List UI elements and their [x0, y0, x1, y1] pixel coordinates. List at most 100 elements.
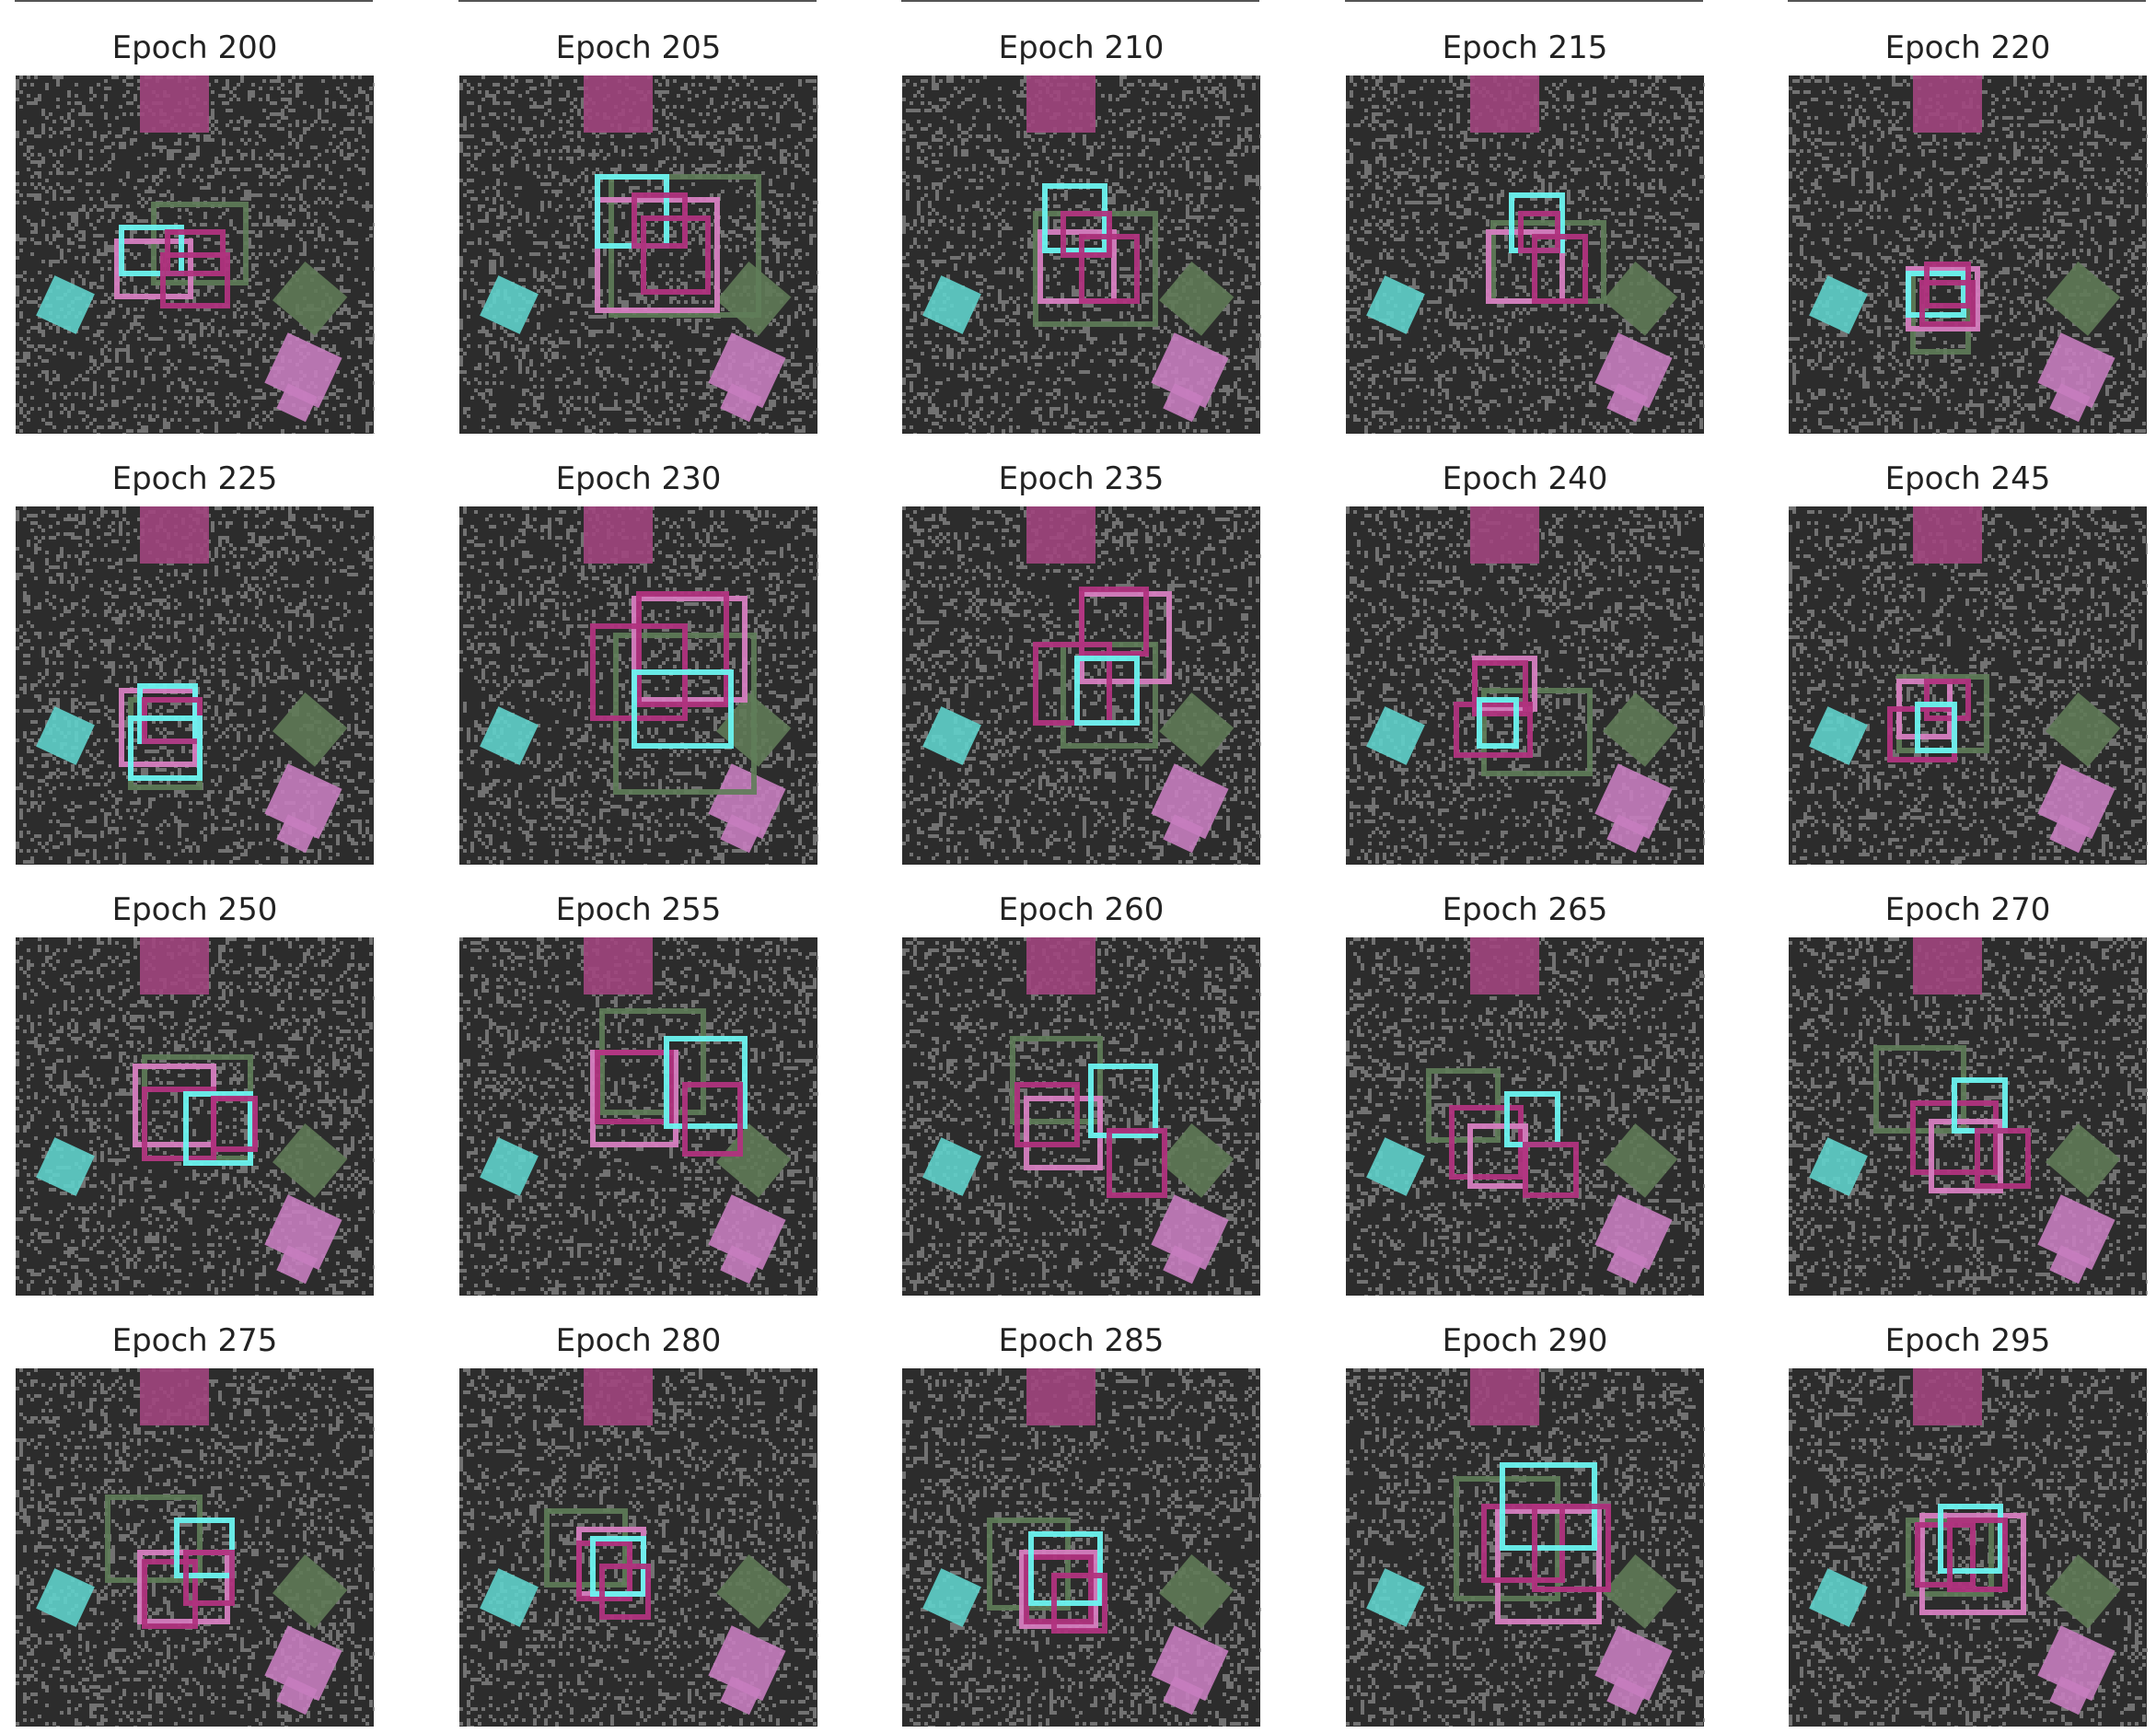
epoch-panel: Epoch 280: [458, 1320, 818, 1727]
magenta-square-object: [1913, 1368, 1982, 1425]
pink-diamond-object: [264, 332, 342, 409]
panel-image: [459, 1368, 818, 1727]
panel-title: Epoch 220: [1884, 29, 2051, 66]
epoch-panel: Epoch 285: [901, 1320, 1261, 1727]
bounding-box-magenta: [1107, 1128, 1167, 1198]
pink-diamond-object: [2037, 1625, 2115, 1702]
panel-image: [459, 506, 818, 865]
epoch-panel: Epoch 255: [458, 890, 818, 1296]
cyan-diamond-object: [36, 1137, 95, 1196]
green-diamond-object: [1603, 692, 1678, 767]
bounding-box-cyan: [1938, 1504, 2003, 1574]
green-diamond-object: [1603, 1123, 1678, 1198]
epoch-panel: Epoch 275: [15, 1320, 375, 1727]
pink-small-object: [276, 383, 318, 423]
bounding-box-magenta: [1079, 587, 1149, 657]
panel-image: [1346, 76, 1705, 434]
bounding-box-magenta: [1518, 211, 1560, 253]
green-diamond-object: [2046, 1554, 2121, 1629]
epoch-panel: Epoch 235: [901, 459, 1261, 865]
pink-small-object: [276, 814, 318, 854]
bounding-box-magenta: [1915, 1522, 1976, 1588]
pink-small-object: [1163, 383, 1204, 423]
bounding-box-magenta: [1472, 660, 1528, 716]
green-diamond-object: [1159, 1554, 1234, 1629]
pink-small-object: [720, 383, 761, 423]
magenta-square-object: [140, 506, 209, 564]
bounding-box-green: [1454, 1476, 1560, 1601]
previous-row-edge: [1788, 0, 2146, 2]
green-diamond-object: [716, 1554, 792, 1629]
green-diamond-object: [272, 1554, 348, 1629]
cyan-diamond-object: [1809, 1137, 1868, 1196]
pink-diamond-object: [1151, 1625, 1229, 1702]
bounding-box-cyan: [632, 669, 734, 749]
cyan-diamond-object: [1366, 275, 1425, 334]
pink-diamond-object: [2037, 1194, 2115, 1271]
panel-title: Epoch 280: [555, 1322, 722, 1359]
noise-texture: [1346, 76, 1705, 434]
bounding-box-cyan: [1915, 702, 1957, 753]
panel-image: [1789, 76, 2148, 434]
noise-texture: [902, 1368, 1261, 1727]
magenta-square-object: [1470, 76, 1539, 133]
bounding-box-magenta: [160, 252, 230, 308]
pink-small-object: [720, 814, 761, 854]
panel-title: Epoch 205: [555, 29, 722, 66]
bounding-box-cyan: [183, 1091, 253, 1166]
noise-texture: [1346, 506, 1705, 865]
cyan-diamond-object: [922, 1137, 981, 1196]
bounding-box-magenta: [1532, 234, 1588, 304]
green-diamond-object: [1159, 1123, 1234, 1198]
bounding-box-cyan: [1906, 271, 1966, 318]
bounding-box-cyan: [174, 1518, 235, 1578]
magenta-square-object: [1470, 506, 1539, 564]
panel-image: [902, 76, 1261, 434]
panel-title: Epoch 250: [111, 891, 278, 928]
bounding-box-magenta: [1014, 1082, 1080, 1147]
noise-texture: [1346, 1368, 1705, 1727]
pink-small-object: [1163, 1245, 1204, 1285]
bounding-box-pink: [595, 197, 720, 313]
pink-small-object: [1606, 1245, 1648, 1285]
cyan-diamond-object: [480, 275, 539, 334]
bounding-box-magenta: [1033, 642, 1112, 726]
green-diamond-object: [1159, 262, 1234, 336]
panel-image: [902, 1368, 1261, 1727]
panel-image: [16, 506, 375, 865]
bounding-box-pink: [1929, 1119, 2003, 1193]
panel-image: [902, 937, 1261, 1296]
bounding-box-cyan: [1477, 697, 1519, 749]
bounding-box-cyan: [664, 1036, 748, 1129]
bounding-box-magenta: [211, 1096, 258, 1152]
noise-texture: [16, 937, 375, 1296]
magenta-square-object: [1026, 506, 1095, 564]
panel-image: [459, 76, 818, 434]
pink-small-object: [276, 1245, 318, 1285]
magenta-square-object: [140, 1368, 209, 1425]
panel-title: Epoch 225: [111, 460, 278, 497]
noise-texture: [459, 1368, 818, 1727]
bounding-box-green: [105, 1495, 203, 1583]
cyan-diamond-object: [922, 275, 981, 334]
bounding-box-pink: [1037, 229, 1117, 304]
bounding-box-magenta: [595, 1050, 674, 1124]
bounding-box-magenta: [641, 215, 711, 295]
pink-diamond-object: [1594, 332, 1673, 409]
magenta-square-object: [584, 937, 653, 994]
cyan-diamond-object: [1809, 1568, 1868, 1627]
noise-texture: [1789, 1368, 2148, 1727]
bounding-box-magenta: [1975, 1128, 2031, 1189]
panel-title: Epoch 260: [998, 891, 1165, 928]
green-diamond-object: [716, 1123, 792, 1198]
panel-title: Epoch 235: [998, 460, 1165, 497]
green-diamond-object: [272, 1123, 348, 1198]
green-diamond-object: [1159, 692, 1234, 767]
pink-small-object: [1606, 1676, 1648, 1716]
cyan-diamond-object: [36, 706, 95, 765]
epoch-panel: Epoch 210: [901, 28, 1261, 434]
panel-title: Epoch 240: [1442, 460, 1608, 497]
green-diamond-object: [2046, 1123, 2121, 1198]
epoch-panel: Epoch 295: [1788, 1320, 2148, 1727]
